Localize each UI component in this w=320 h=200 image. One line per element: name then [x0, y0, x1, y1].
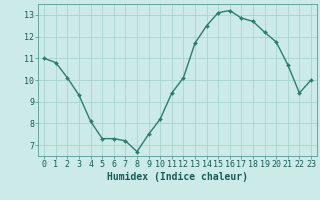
X-axis label: Humidex (Indice chaleur): Humidex (Indice chaleur)	[107, 172, 248, 182]
